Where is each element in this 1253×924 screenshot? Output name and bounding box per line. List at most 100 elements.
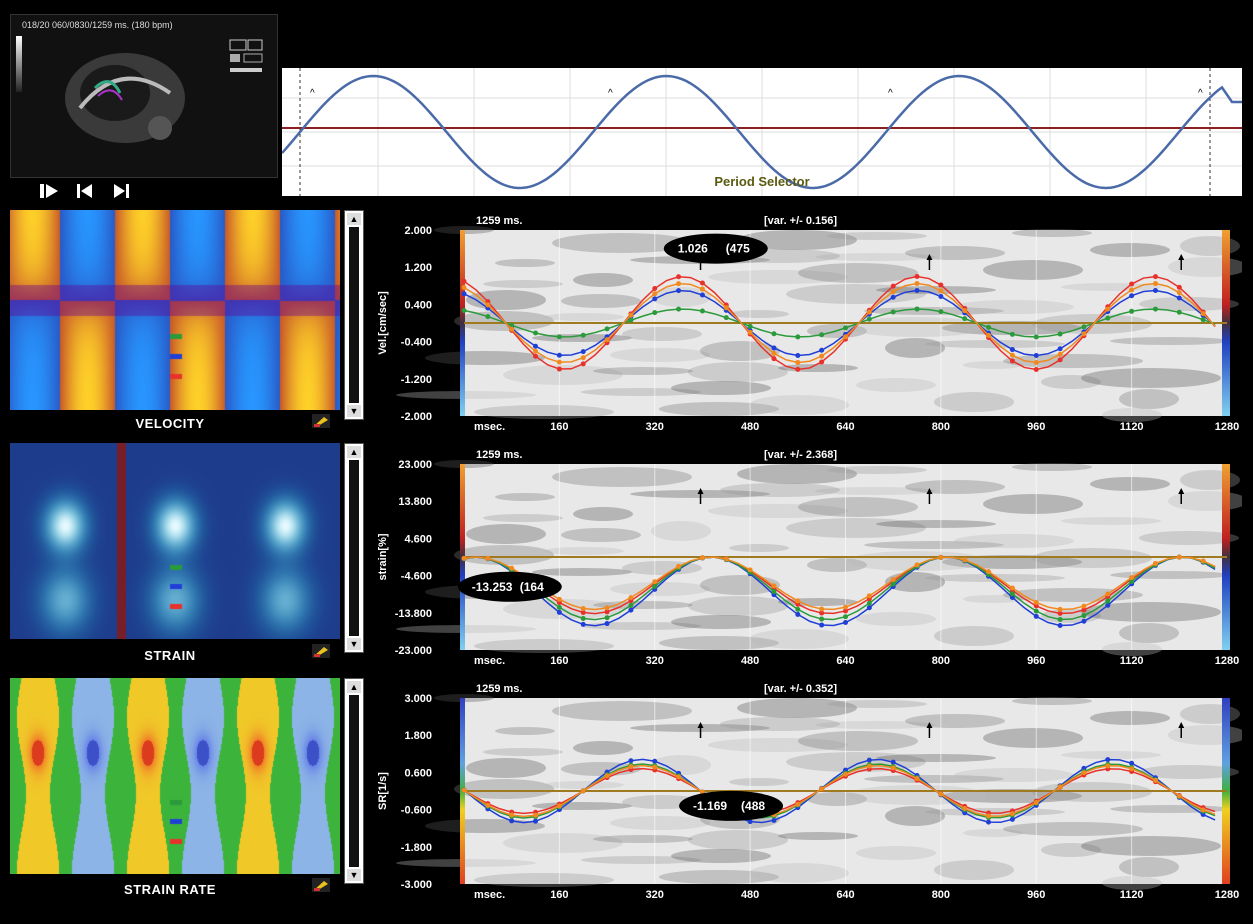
trace-point xyxy=(938,554,944,560)
trace-point xyxy=(1057,346,1063,352)
trace-point xyxy=(819,606,825,612)
prev-frame-button[interactable] xyxy=(74,182,96,200)
trace-point xyxy=(604,609,610,615)
period-selector-label: Period Selector xyxy=(714,174,810,189)
colormap-edit-icon[interactable] xyxy=(312,644,330,658)
trace-point xyxy=(1009,585,1015,591)
scroll-track xyxy=(349,695,359,867)
trace-point xyxy=(1009,811,1015,817)
trace-point xyxy=(1033,366,1039,372)
trace-point xyxy=(1129,281,1135,287)
trace-point xyxy=(938,288,944,294)
scroll-up-icon[interactable]: ▲ xyxy=(347,213,361,225)
trace-point xyxy=(604,326,610,332)
trace-point xyxy=(1057,606,1063,612)
x-tick-label: 160 xyxy=(550,655,568,667)
trace-point xyxy=(795,611,801,617)
strain-colormap[interactable] xyxy=(10,443,340,639)
strain-rate-scrollbar[interactable]: ▲ ▼ xyxy=(344,678,364,884)
play-button[interactable] xyxy=(38,182,60,200)
trace-point xyxy=(1033,613,1039,619)
tooltip-value: -13.253 xyxy=(472,580,513,594)
strain-rate-colormap[interactable] xyxy=(10,678,340,874)
trace-point xyxy=(676,774,682,780)
playback-controls xyxy=(38,182,132,200)
velocity-plot[interactable]: 1259 ms. [var. +/- 0.156] 2.000 1.200 0.400 -… xyxy=(372,212,1242,440)
x-tick-label: 320 xyxy=(646,889,664,901)
period-selector-plot[interactable]: ^ ^ ^ ^ xyxy=(281,68,1242,196)
scroll-up-icon[interactable]: ▲ xyxy=(347,446,361,458)
trace-point xyxy=(890,289,896,295)
trace-point xyxy=(580,361,586,367)
trace-point xyxy=(461,278,467,284)
x-tick-label: 640 xyxy=(836,655,854,667)
thumbnail-header: 018/20 060/0830/1259 ms. (180 bpm) xyxy=(22,20,173,30)
event-arrow-icon xyxy=(1178,488,1185,494)
event-arrow-icon xyxy=(926,254,933,260)
tooltip-value: 1.026 xyxy=(678,242,708,256)
next-frame-button[interactable] xyxy=(110,182,132,200)
trace-point xyxy=(771,588,777,594)
strain-scrollbar[interactable]: ▲ ▼ xyxy=(344,443,364,653)
trace-point xyxy=(652,291,658,297)
trace-point xyxy=(1033,334,1039,340)
period-caret-marker: ^ xyxy=(608,88,613,99)
trace-point xyxy=(604,605,610,611)
trace-point xyxy=(1152,281,1158,287)
event-arrow-icon xyxy=(926,722,933,728)
trace-point xyxy=(795,598,801,604)
trace-point xyxy=(580,349,586,355)
x-tick-label: 640 xyxy=(836,421,854,433)
trace-point xyxy=(533,353,539,359)
trace-point xyxy=(986,819,992,825)
trace-point xyxy=(556,334,562,340)
trace-point xyxy=(914,287,920,293)
colormap-edit-icon[interactable] xyxy=(312,414,330,428)
colormap-edit-icon[interactable] xyxy=(312,878,330,892)
value-tooltip xyxy=(663,233,768,264)
velocity-scrollbar[interactable]: ▲ ▼ xyxy=(344,210,364,420)
strain-label: STRAIN xyxy=(144,648,196,663)
trace-point xyxy=(485,555,491,561)
trace-point xyxy=(914,776,920,782)
scroll-down-icon[interactable]: ▼ xyxy=(347,405,361,417)
trace-point xyxy=(866,763,872,769)
trace-point xyxy=(1033,599,1039,605)
trace-line xyxy=(463,764,1216,818)
trace-point xyxy=(628,317,634,323)
trace-point xyxy=(1081,324,1087,330)
trace-point xyxy=(1057,784,1063,790)
trace-point xyxy=(962,316,968,322)
trace-point xyxy=(843,771,848,777)
strain-plot[interactable]: 1259 ms. [var. +/- 2.368] 23.000 13.800 4.60… xyxy=(372,446,1242,672)
trace-line xyxy=(463,282,1216,364)
trace-point xyxy=(628,607,634,613)
trace-point xyxy=(819,347,825,353)
x-tick-label: msec. xyxy=(474,655,505,667)
x-tick-label: 160 xyxy=(550,889,568,901)
y-tick-label: 0.600 xyxy=(404,767,432,779)
variance-label: [var. +/- 2.368] xyxy=(764,449,837,461)
trace-point xyxy=(1105,602,1111,608)
y-tick-label: -4.600 xyxy=(401,571,432,583)
y-tick-label: 23.000 xyxy=(398,459,432,471)
trace-point xyxy=(556,604,562,610)
trace-point xyxy=(914,280,920,286)
trace-point xyxy=(1057,610,1063,616)
trace-point xyxy=(461,555,467,561)
velocity-colormap[interactable] xyxy=(10,210,340,410)
trace-point xyxy=(843,604,848,610)
scroll-down-icon[interactable]: ▼ xyxy=(347,869,361,881)
strain-rate-plot[interactable]: 1259 ms. [var. +/- 0.352] 3.000 1.800 0.600 -… xyxy=(372,680,1242,906)
trace-point xyxy=(890,759,896,765)
period-selector[interactable]: ^ ^ ^ ^ Period Selector xyxy=(281,68,1242,196)
trace-point xyxy=(1200,558,1206,564)
strain-rate-label: STRAIN RATE xyxy=(124,882,216,897)
scroll-up-icon[interactable]: ▲ xyxy=(347,681,361,693)
trace-point xyxy=(747,323,753,329)
scroll-down-icon[interactable]: ▼ xyxy=(347,638,361,650)
trace-point xyxy=(795,801,801,807)
x-tick-label: 1120 xyxy=(1120,421,1144,433)
trace-point xyxy=(461,285,467,291)
event-arrow-icon xyxy=(926,488,933,494)
